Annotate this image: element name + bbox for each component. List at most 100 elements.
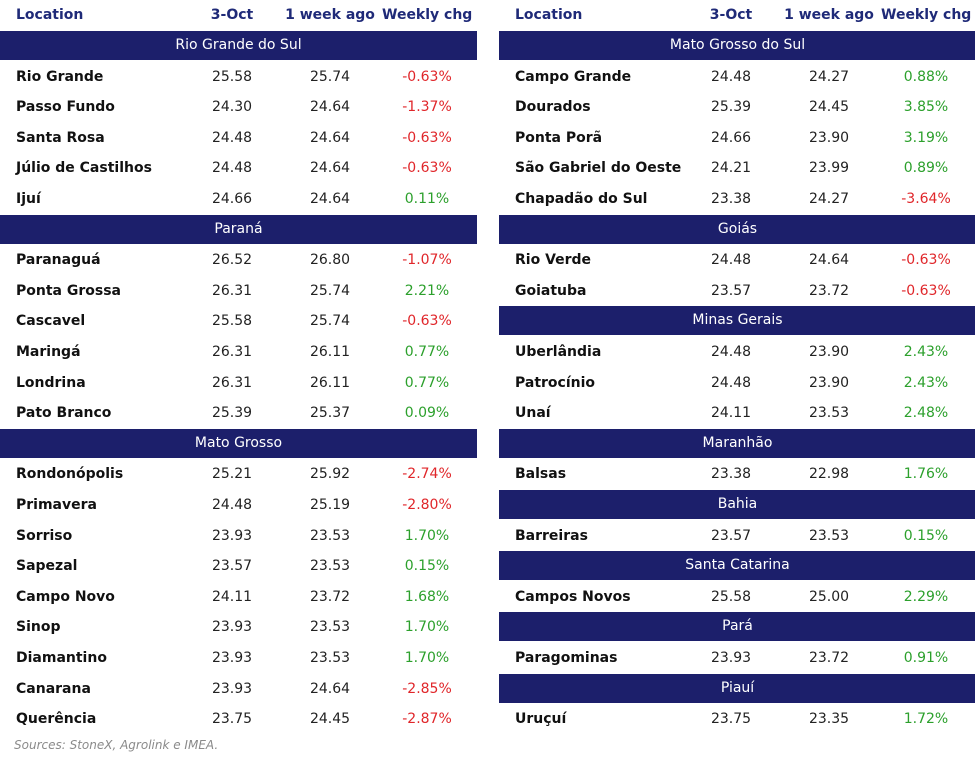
price: 25.00 (808, 588, 850, 605)
group-header: Minas Gerais (499, 306, 975, 336)
price: 24.48 (211, 497, 253, 513)
weekly-change: 3.19% (903, 129, 949, 146)
column-header: Location (16, 7, 84, 23)
price: 24.48 (710, 68, 752, 85)
group-name: Paraná (214, 220, 263, 237)
price: 25.39 (211, 405, 253, 422)
weekly-change: 0.89% (903, 160, 949, 177)
price: 25.58 (211, 68, 253, 85)
price: 23.75 (710, 711, 752, 728)
price: 23.57 (211, 558, 253, 575)
price: 23.53 (309, 619, 351, 636)
location: Balsas (515, 466, 567, 483)
column-header: 3-Oct (709, 7, 753, 23)
location: Paranaguá (16, 252, 101, 269)
group-header: Piauí (499, 673, 975, 703)
price: 24.30 (211, 99, 253, 116)
location: Ijuí (16, 191, 41, 207)
location: Diamantino (16, 650, 107, 666)
weekly-change: -0.63% (402, 313, 452, 330)
weekly-change: -2.87% (402, 711, 452, 728)
column-header: 1 week ago (285, 7, 375, 23)
weekly-change: 0.77% (404, 374, 450, 391)
location: Rondonópolis (16, 466, 124, 483)
price: 23.99 (808, 160, 850, 177)
price: 23.72 (808, 650, 850, 666)
price: 23.57 (710, 527, 752, 544)
group-header: Rio Grande do Sul (0, 31, 477, 60)
weekly-change: -0.63% (402, 68, 452, 85)
price: 25.92 (309, 466, 351, 483)
location: Barreiras (515, 527, 588, 544)
location: Passo Fundo (16, 99, 115, 116)
group-header: Bahia (499, 490, 975, 519)
location: Chapadão do Sul (515, 191, 648, 207)
location: Campo Novo (16, 588, 115, 605)
weekly-change: 0.15% (404, 558, 450, 575)
weekly-change: 1.70% (404, 650, 450, 666)
group-name: Santa Catarina (685, 557, 790, 574)
location: Ponta Grossa (16, 282, 121, 299)
price: 23.72 (808, 282, 850, 299)
price: 23.90 (808, 374, 850, 391)
location: Primavera (16, 497, 97, 513)
price: 24.64 (309, 160, 351, 177)
price: 23.93 (211, 650, 253, 666)
weekly-change: 0.09% (404, 405, 450, 422)
group-name: Minas Gerais (692, 312, 783, 329)
price: 23.93 (710, 650, 752, 666)
column-header: Weekly chg (382, 7, 473, 23)
price: 22.98 (808, 466, 850, 483)
price: 23.93 (211, 527, 253, 544)
column-header: Location (515, 7, 583, 23)
location: Unaí (515, 405, 551, 422)
group-header: Mato Grosso do Sul (499, 31, 975, 60)
price: 26.31 (211, 282, 253, 299)
weekly-change: -0.63% (901, 282, 951, 299)
weekly-change: -2.74% (402, 466, 452, 483)
weekly-change: -0.63% (901, 252, 951, 269)
location: Canarana (16, 680, 91, 697)
price: 25.19 (309, 497, 351, 513)
price: 24.48 (710, 344, 752, 360)
column-header: 3-Oct (210, 7, 254, 23)
column-header: 1 week ago (784, 7, 874, 23)
group-name: Mato Grosso do Sul (669, 37, 806, 53)
price: 24.21 (710, 160, 752, 177)
price: 24.64 (808, 252, 850, 269)
price: 24.66 (710, 129, 752, 146)
location: Uruçuí (515, 711, 567, 728)
location: Rio Verde (515, 252, 592, 269)
price: 23.53 (309, 650, 351, 666)
price: 25.37 (309, 405, 351, 422)
price: 24.11 (710, 405, 752, 422)
price: 24.64 (309, 99, 351, 116)
location: Santa Rosa (16, 129, 105, 146)
price: 23.90 (808, 129, 850, 146)
price: 24.11 (211, 588, 253, 605)
source-note: Sources: StoneX, Agrolink e IMEA. (14, 738, 219, 752)
group-name: Maranhão (702, 434, 773, 451)
location: Paragominas (515, 650, 618, 666)
price: 23.90 (808, 344, 850, 360)
price: 23.38 (710, 191, 752, 207)
weekly-change: 1.70% (404, 619, 450, 636)
price: 23.53 (309, 527, 351, 544)
weekly-change: -3.64% (901, 191, 951, 207)
location: Campos Novos (515, 588, 631, 605)
weekly-change: 0.77% (404, 344, 450, 360)
weekly-change: -2.85% (402, 680, 452, 697)
price: 23.72 (309, 588, 351, 605)
group-header: Paraná (0, 214, 477, 244)
price: 23.53 (808, 405, 850, 422)
price: 25.58 (211, 313, 253, 330)
location: Pato Branco (16, 405, 112, 422)
location: Dourados (515, 99, 591, 116)
price: 26.52 (211, 252, 253, 269)
price: 26.31 (211, 344, 253, 360)
group-header: Goiás (499, 214, 975, 244)
price: 26.80 (309, 252, 351, 269)
location: Patrocínio (515, 374, 596, 391)
price: 23.38 (710, 466, 752, 483)
price: 23.93 (211, 680, 253, 697)
